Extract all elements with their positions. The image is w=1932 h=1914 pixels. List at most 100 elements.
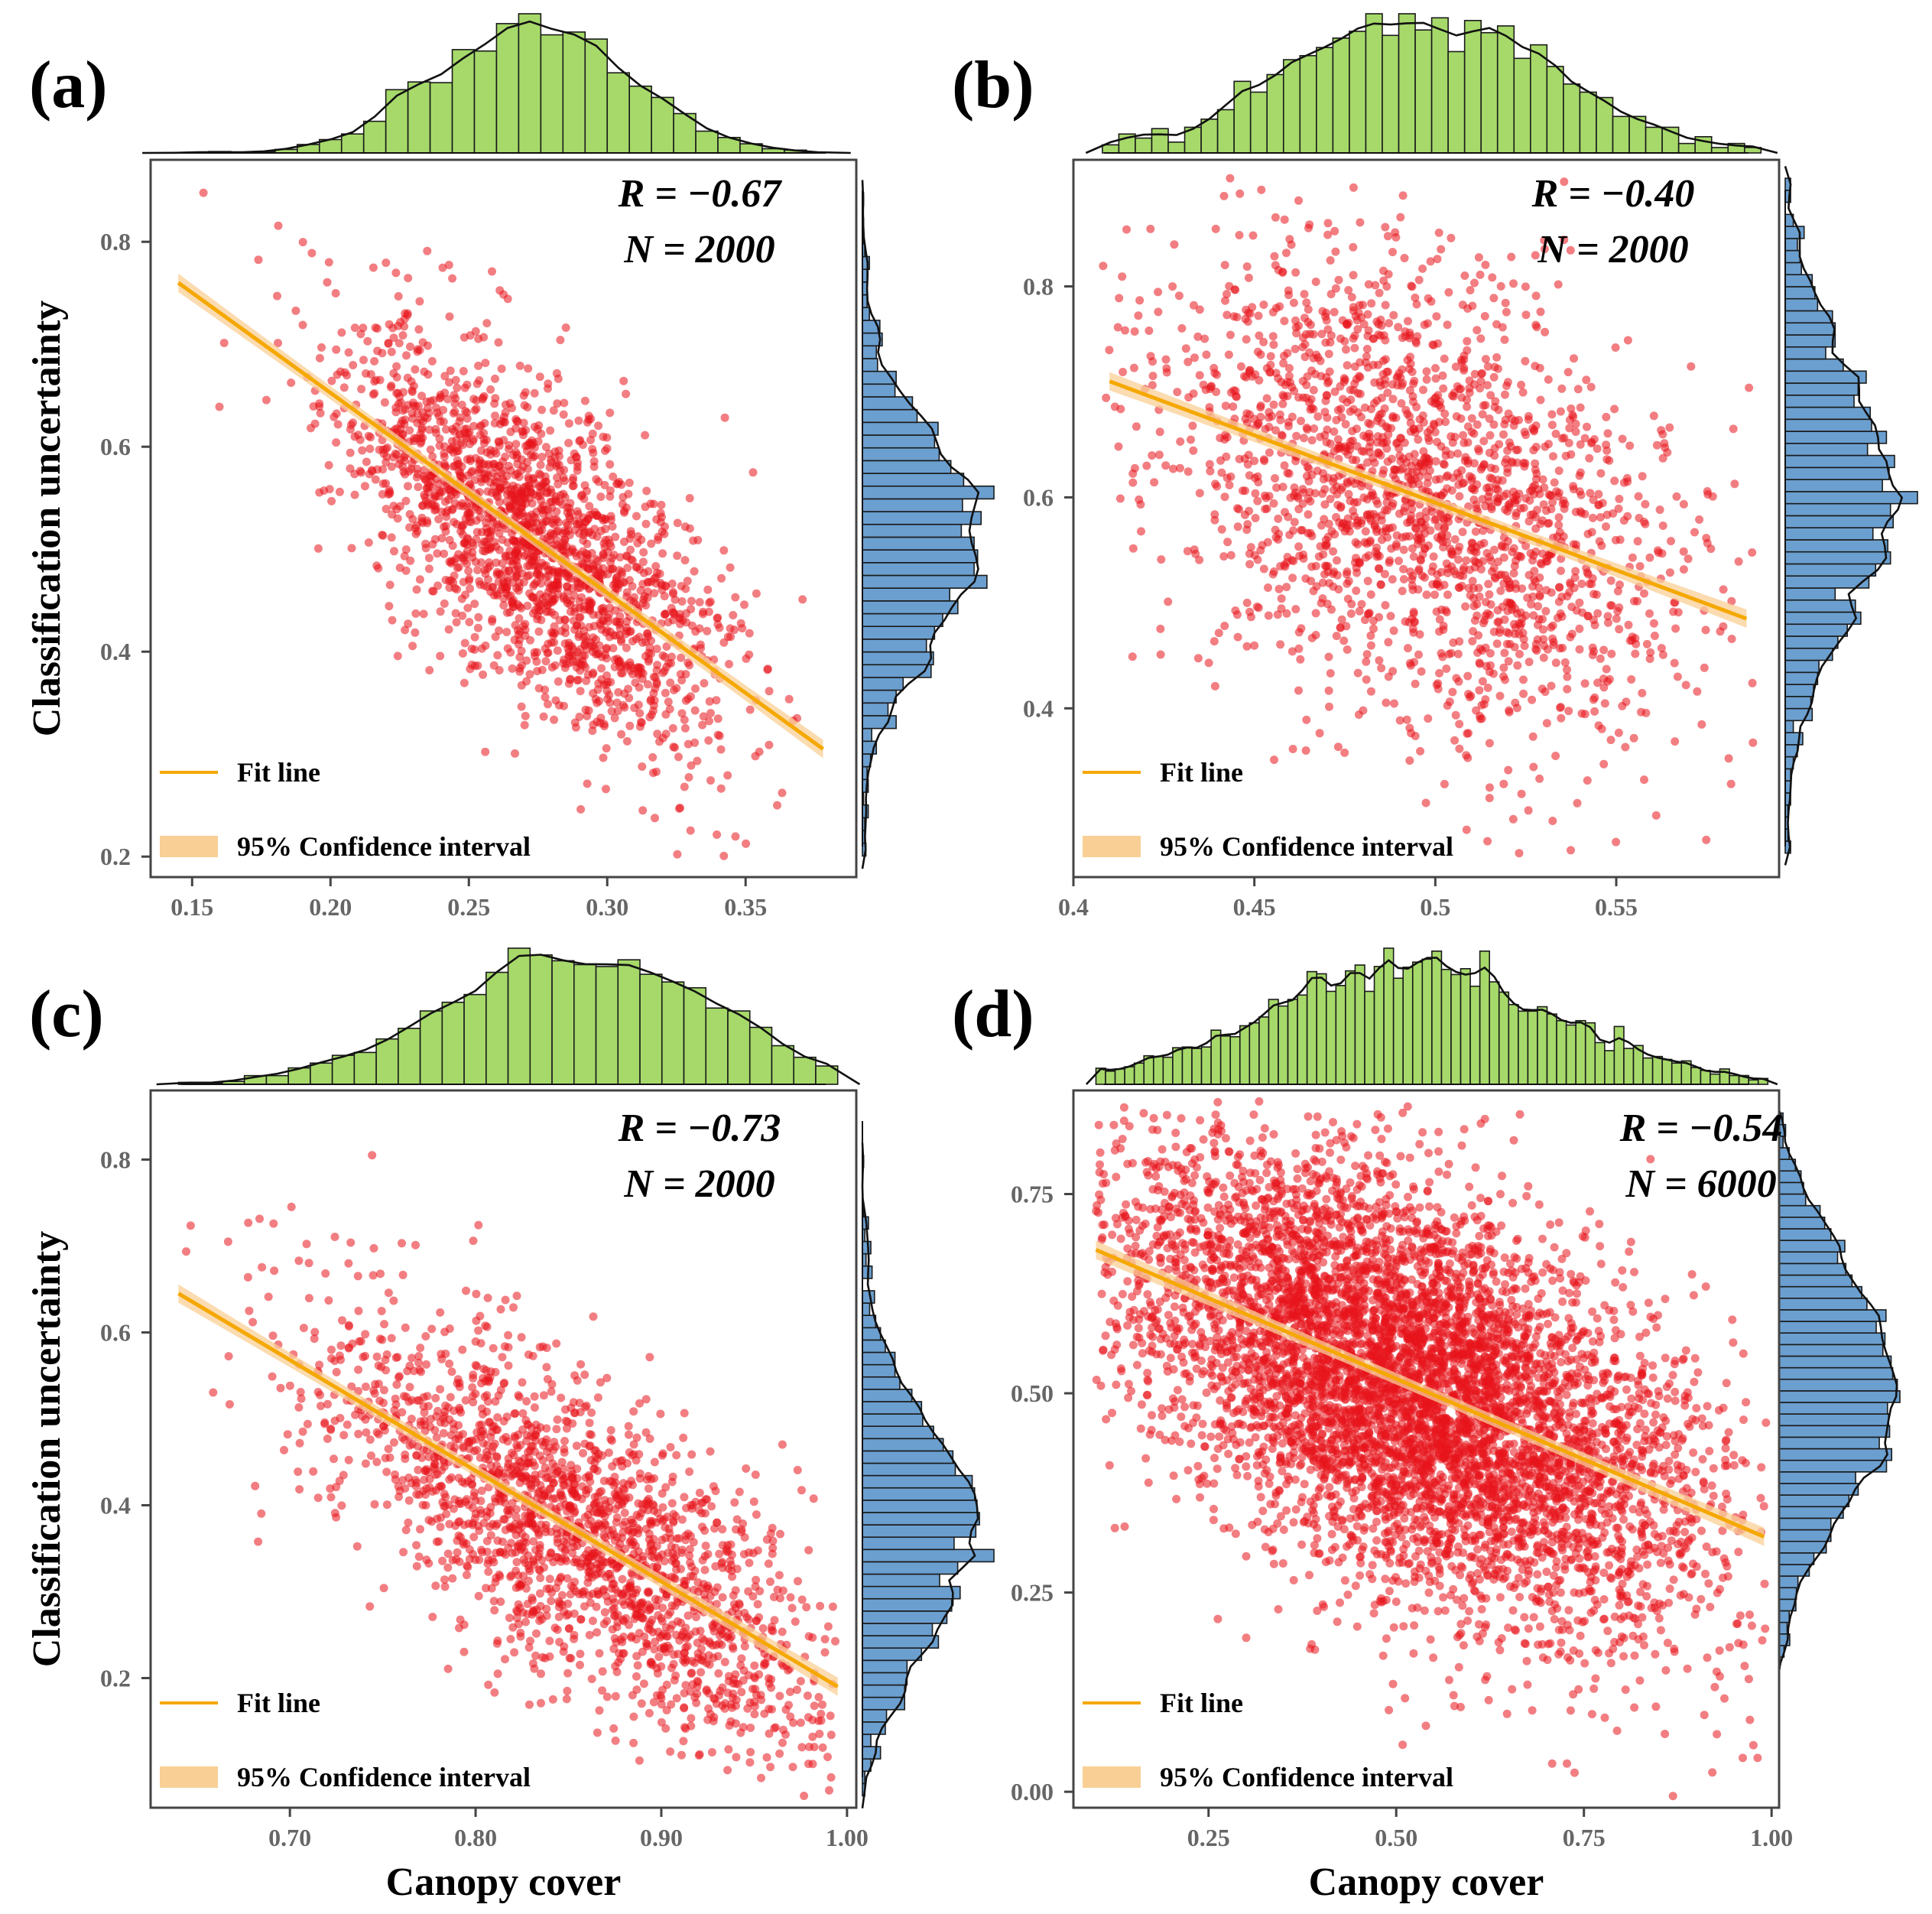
data-point [1210, 515, 1219, 525]
data-point [405, 426, 414, 435]
data-point [535, 372, 544, 382]
data-point [1388, 395, 1398, 404]
data-point [666, 678, 675, 687]
data-point [536, 1574, 545, 1582]
data-point [1349, 405, 1358, 414]
data-point [1674, 608, 1683, 617]
data-point [613, 707, 622, 716]
data-point [691, 684, 700, 693]
data-point [1638, 688, 1647, 697]
data-point [1679, 565, 1688, 574]
data-point [467, 644, 476, 653]
data-point [1317, 599, 1326, 608]
data-point [1379, 276, 1388, 285]
data-point [510, 492, 519, 501]
data-point [1615, 625, 1624, 634]
data-point [411, 529, 420, 538]
data-point [498, 1353, 507, 1362]
data-point [1399, 564, 1408, 574]
data-point [1670, 658, 1679, 668]
data-point [612, 617, 622, 626]
data-point [1173, 388, 1182, 397]
data-point [1254, 603, 1263, 613]
data-point [395, 392, 404, 401]
data-point [287, 379, 296, 387]
data-point [1242, 335, 1251, 344]
data-point [1231, 606, 1240, 615]
data-point [414, 1358, 424, 1367]
panel-b: 0.4 0.45 0.5 0.550.40.60.8(b)R = −0.40N = 2… [952, 13, 1918, 921]
data-point [458, 523, 466, 531]
data-point [448, 274, 457, 283]
data-point [1115, 294, 1124, 303]
data-point [1563, 368, 1573, 377]
data-point [1307, 436, 1317, 445]
data-point [583, 418, 592, 427]
data-point [440, 442, 449, 451]
data-point [518, 427, 528, 436]
data-point [675, 804, 684, 813]
data-point [1556, 704, 1564, 712]
data-point [1295, 551, 1304, 561]
data-point [579, 560, 588, 569]
data-point [582, 632, 590, 641]
data-point [1493, 497, 1502, 505]
data-point [1221, 296, 1229, 305]
data-point [1479, 557, 1488, 566]
data-point [745, 1758, 755, 1767]
data-point [1170, 240, 1179, 249]
panel-label: (a) [29, 48, 108, 122]
data-point [618, 500, 627, 509]
data-point [602, 628, 610, 637]
data-point [1455, 492, 1464, 501]
data-point [1329, 582, 1338, 591]
data-point [1504, 409, 1513, 418]
data-point [547, 663, 557, 672]
data-point [519, 418, 528, 427]
data-point [347, 544, 356, 553]
data-point [339, 383, 349, 392]
data-point [1602, 412, 1611, 421]
data-point [331, 289, 340, 297]
data-point [317, 343, 326, 352]
x-tick-label: 0.20 [309, 893, 352, 921]
data-point [1284, 421, 1293, 431]
data-point [505, 567, 514, 576]
data-point [501, 1295, 510, 1305]
data-point [1401, 617, 1410, 626]
data-point [1275, 410, 1284, 419]
histogram-bar [1579, 91, 1597, 154]
data-point [492, 558, 501, 567]
histogram-bar [529, 954, 553, 1085]
data-point [469, 1373, 478, 1383]
data-point [751, 752, 760, 761]
data-point [1503, 468, 1512, 477]
data-point [1336, 503, 1345, 512]
data-point [340, 368, 349, 377]
histogram-bar [727, 1010, 751, 1085]
data-point [1463, 346, 1472, 355]
data-point [1264, 583, 1272, 592]
data-point [715, 731, 724, 740]
data-point [1294, 505, 1304, 514]
histogram-bar [463, 993, 487, 1085]
data-point [1521, 282, 1530, 291]
data-point [1502, 639, 1512, 648]
data-point [619, 376, 628, 385]
data-point [1547, 681, 1556, 691]
data-point [529, 593, 538, 602]
histogram-bar [862, 358, 878, 372]
data-point [492, 542, 501, 551]
top-histogram [142, 13, 851, 154]
data-point [1412, 467, 1421, 476]
data-point [1443, 513, 1452, 522]
data-point [1444, 288, 1453, 297]
data-point [615, 566, 624, 575]
data-point [444, 577, 453, 585]
data-point [726, 624, 735, 633]
data-point [1339, 636, 1349, 645]
data-point [199, 188, 208, 197]
data-point [701, 1542, 710, 1550]
data-point [1570, 574, 1580, 582]
data-point [603, 613, 612, 622]
